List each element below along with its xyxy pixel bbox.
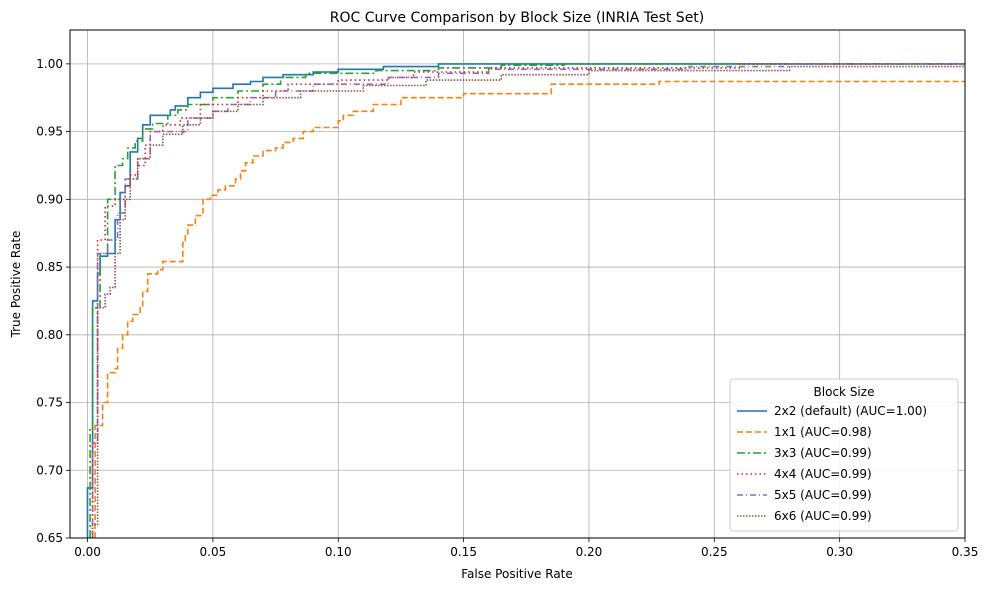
y-tick-label: 1.00 [36,57,63,71]
legend-title: Block Size [814,385,875,399]
y-tick-label: 0.70 [36,463,63,477]
series-layer [86,63,965,538]
legend-label-1: 1x1 (AUC=0.98) [774,425,872,439]
x-tick-label: 0.00 [74,545,101,559]
legend-label-0: 2x2 (default) (AUC=1.00) [774,404,927,418]
series-line-5 [91,65,965,538]
y-tick-label: 0.95 [36,125,63,139]
y-axis-label: True Positive Rate [9,231,23,339]
x-tick-label: 0.10 [325,545,352,559]
legend-box [729,378,959,532]
x-tick-label: 0.05 [200,545,227,559]
x-tick-label: 0.15 [450,545,477,559]
series-line-0 [86,63,965,538]
x-axis-label: False Positive Rate [461,567,573,581]
series-line-1 [94,80,965,538]
y-tick-label: 0.85 [36,260,63,274]
y-tick-label: 0.80 [36,328,63,342]
legend-label-2: 3x3 (AUC=0.99) [774,446,872,460]
x-tick-label: 0.30 [826,545,853,559]
legend: Block Size 2x2 (default) (AUC=1.00) 1x1 (… [729,378,959,532]
plot-frame [69,29,966,539]
y-tick-label: 0.65 [36,531,63,545]
legend-label-4: 5x5 (AUC=0.99) [774,488,872,502]
y-tick-label: 0.75 [36,396,63,410]
x-tick-label: 0.35 [952,545,979,559]
x-axis-ticks: 0.00 0.05 0.10 0.15 0.20 0.25 0.30 0.35 [74,538,978,559]
legend-label-5: 6x6 (AUC=0.99) [774,509,872,523]
series-line-3 [91,63,965,538]
y-tick-label: 0.90 [36,192,63,206]
series-line-2 [89,63,965,538]
chart-title: ROC Curve Comparison by Block Size (INRI… [330,10,705,26]
legend-label-3: 4x4 (AUC=0.99) [774,467,872,481]
y-axis-ticks: 0.65 0.70 0.75 0.80 0.85 0.90 0.95 1.00 [36,57,70,545]
x-tick-label: 0.20 [576,545,603,559]
x-tick-label: 0.25 [701,545,728,559]
